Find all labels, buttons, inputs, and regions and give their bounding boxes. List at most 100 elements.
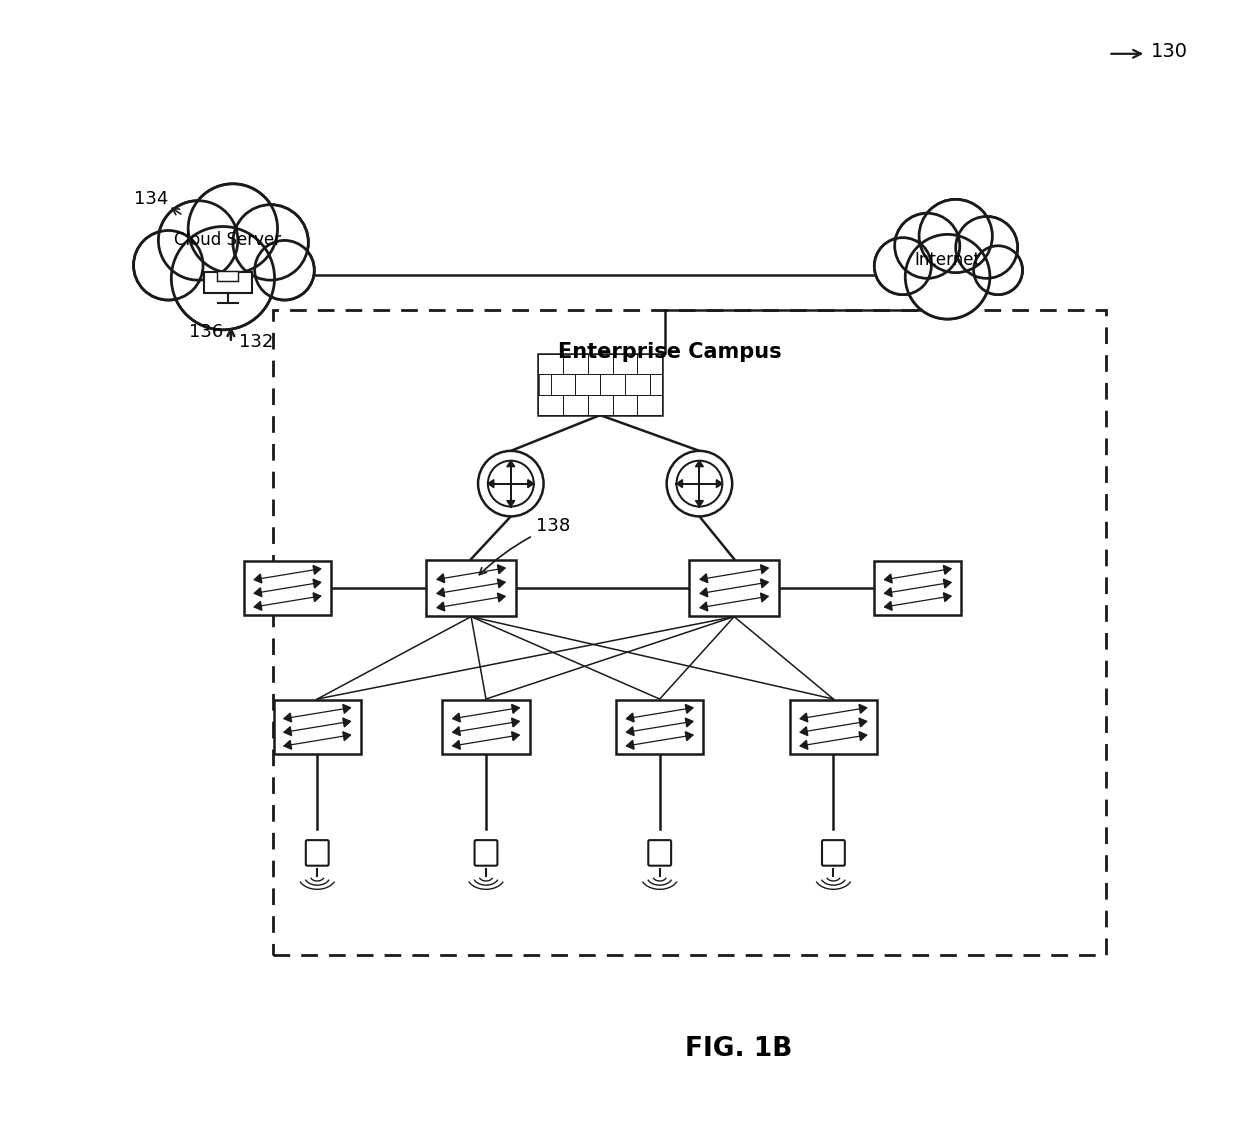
Polygon shape xyxy=(512,704,520,714)
Circle shape xyxy=(487,461,533,506)
Circle shape xyxy=(174,229,273,328)
FancyBboxPatch shape xyxy=(790,700,877,754)
Circle shape xyxy=(135,232,201,298)
Circle shape xyxy=(919,199,992,273)
Polygon shape xyxy=(677,479,682,487)
Circle shape xyxy=(134,231,203,300)
Polygon shape xyxy=(512,718,520,727)
Polygon shape xyxy=(626,727,634,735)
Circle shape xyxy=(905,234,990,319)
Polygon shape xyxy=(696,501,703,506)
Polygon shape xyxy=(760,579,768,587)
FancyBboxPatch shape xyxy=(538,354,563,374)
FancyBboxPatch shape xyxy=(563,354,588,374)
Text: FIG. 1B: FIG. 1B xyxy=(686,1037,792,1063)
Polygon shape xyxy=(884,575,893,583)
Polygon shape xyxy=(686,718,693,727)
Text: Cloud Server: Cloud Server xyxy=(175,231,281,249)
FancyBboxPatch shape xyxy=(637,354,662,374)
FancyBboxPatch shape xyxy=(625,374,650,395)
Polygon shape xyxy=(312,593,321,602)
Circle shape xyxy=(677,461,723,506)
Circle shape xyxy=(874,238,931,295)
Polygon shape xyxy=(800,741,807,749)
Polygon shape xyxy=(507,461,515,467)
Polygon shape xyxy=(884,588,893,596)
Polygon shape xyxy=(686,732,693,741)
Circle shape xyxy=(875,239,930,292)
Circle shape xyxy=(667,451,732,517)
FancyBboxPatch shape xyxy=(613,395,637,415)
FancyBboxPatch shape xyxy=(443,700,529,754)
FancyBboxPatch shape xyxy=(563,395,588,415)
Polygon shape xyxy=(497,564,505,574)
Polygon shape xyxy=(528,479,533,487)
Polygon shape xyxy=(438,574,445,583)
FancyBboxPatch shape xyxy=(874,561,961,616)
Text: 138: 138 xyxy=(480,518,570,575)
Circle shape xyxy=(975,247,1021,292)
Polygon shape xyxy=(800,714,807,721)
Polygon shape xyxy=(284,741,291,749)
Text: Enterprise Campus: Enterprise Campus xyxy=(558,341,781,362)
Polygon shape xyxy=(487,479,494,487)
Polygon shape xyxy=(342,718,351,727)
FancyBboxPatch shape xyxy=(205,272,252,294)
Polygon shape xyxy=(859,704,867,714)
FancyBboxPatch shape xyxy=(588,354,613,374)
Polygon shape xyxy=(717,479,723,487)
FancyBboxPatch shape xyxy=(637,395,662,415)
Polygon shape xyxy=(512,732,520,741)
Text: 132: 132 xyxy=(239,332,273,351)
FancyBboxPatch shape xyxy=(689,560,779,616)
FancyBboxPatch shape xyxy=(613,354,637,374)
Circle shape xyxy=(190,185,275,271)
Polygon shape xyxy=(944,579,951,588)
Polygon shape xyxy=(312,579,321,588)
FancyBboxPatch shape xyxy=(600,374,625,395)
Polygon shape xyxy=(701,574,708,583)
Polygon shape xyxy=(507,501,515,506)
FancyBboxPatch shape xyxy=(538,395,563,415)
Polygon shape xyxy=(800,727,807,735)
Polygon shape xyxy=(944,593,951,602)
FancyBboxPatch shape xyxy=(650,374,662,395)
Polygon shape xyxy=(497,579,505,587)
FancyBboxPatch shape xyxy=(244,561,331,616)
Polygon shape xyxy=(859,718,867,727)
Polygon shape xyxy=(453,741,460,749)
Polygon shape xyxy=(312,566,321,575)
Polygon shape xyxy=(453,727,460,735)
Polygon shape xyxy=(342,732,351,741)
Circle shape xyxy=(233,205,309,280)
Circle shape xyxy=(160,203,236,278)
Circle shape xyxy=(188,184,278,273)
FancyBboxPatch shape xyxy=(616,700,703,754)
FancyBboxPatch shape xyxy=(217,271,238,281)
Circle shape xyxy=(254,240,314,300)
Polygon shape xyxy=(497,593,505,602)
Circle shape xyxy=(897,215,959,277)
Polygon shape xyxy=(701,602,708,611)
FancyBboxPatch shape xyxy=(274,700,361,754)
Polygon shape xyxy=(453,714,460,721)
FancyBboxPatch shape xyxy=(649,840,671,866)
Polygon shape xyxy=(760,593,768,602)
Polygon shape xyxy=(284,727,291,735)
Polygon shape xyxy=(701,588,708,596)
Circle shape xyxy=(171,226,274,330)
Polygon shape xyxy=(884,602,893,610)
Circle shape xyxy=(921,201,991,271)
Circle shape xyxy=(257,242,312,298)
Polygon shape xyxy=(438,602,445,611)
Polygon shape xyxy=(284,714,291,721)
FancyBboxPatch shape xyxy=(551,374,575,395)
Text: Internet: Internet xyxy=(915,251,981,270)
Polygon shape xyxy=(760,564,768,574)
Circle shape xyxy=(234,207,306,278)
Polygon shape xyxy=(342,704,351,714)
Text: 130: 130 xyxy=(1151,42,1188,61)
Circle shape xyxy=(956,216,1018,279)
Polygon shape xyxy=(686,704,693,714)
FancyBboxPatch shape xyxy=(475,840,497,866)
